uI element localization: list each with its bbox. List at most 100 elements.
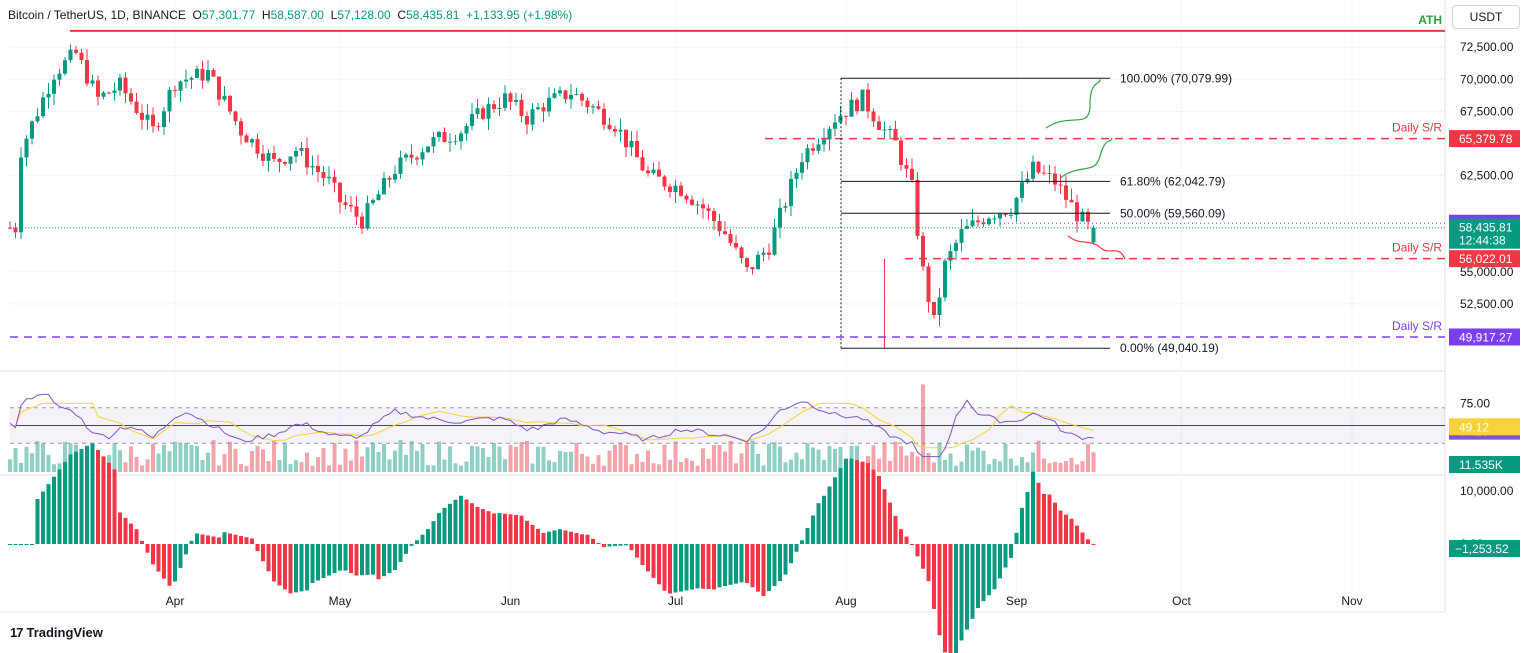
ao-bar: [585, 534, 590, 544]
volume-bar: [162, 444, 166, 472]
candle: [453, 141, 458, 143]
volume-bar: [596, 455, 601, 472]
ao-bar: [629, 544, 634, 551]
ao-bar: [910, 544, 914, 545]
y-tick-label: 55,000.00: [1460, 265, 1514, 279]
candle: [360, 216, 364, 229]
candle: [206, 70, 210, 81]
candle: [558, 90, 562, 94]
candle: [118, 77, 122, 91]
price-tag-label: 58,435.81: [1459, 221, 1513, 235]
candle: [167, 89, 172, 112]
volume-bar: [871, 445, 876, 472]
ao-bar: [85, 446, 89, 544]
candle: [860, 89, 865, 112]
volume-bar: [635, 453, 639, 472]
volume-bar: [563, 452, 568, 472]
ao-bar: [442, 507, 447, 544]
ao-bar: [178, 544, 183, 568]
volume-bar: [959, 461, 964, 472]
volume-bar: [822, 459, 826, 472]
ao-bar: [646, 544, 650, 572]
ao-bar: [1014, 532, 1019, 544]
ao-bar: [222, 532, 227, 544]
ao-bar: [19, 544, 23, 545]
volume-bar: [233, 448, 238, 472]
volume-bar: [932, 462, 936, 472]
ao-bar: [112, 469, 117, 544]
candle: [563, 90, 568, 100]
candle: [349, 205, 353, 207]
volume-bar: [827, 445, 832, 472]
currency-button[interactable]: USDT: [1452, 5, 1520, 29]
candle: [888, 128, 892, 130]
volume-bar: [189, 445, 194, 472]
volume-bar: [332, 442, 337, 472]
volume-tag: [1449, 456, 1520, 473]
volume-bar: [750, 440, 755, 472]
candle: [701, 204, 705, 209]
candle: [85, 59, 89, 84]
volume-bar: [255, 445, 260, 472]
volume-bar: [393, 450, 397, 472]
volume-bar: [624, 445, 628, 472]
candle: [855, 99, 859, 112]
fib-level-label: 0.00% (49,040.19): [1120, 341, 1219, 355]
volume-bar: [811, 447, 815, 472]
volume-bar: [24, 446, 29, 472]
candle: [481, 108, 485, 119]
ao-bar: [827, 486, 832, 544]
price-tags: 65,379.7858,783.4758,435.8112:44:3856,02…: [1449, 130, 1520, 557]
ao-bar: [860, 461, 865, 544]
ao-bar: [57, 469, 62, 544]
volume-bar: [52, 464, 56, 472]
fibonacci-retracement[interactable]: 100.00% (70,079.99) 61.80% (62,042.79) 50.…: [840, 71, 1232, 355]
volume-bar: [629, 464, 634, 472]
ao-bar: [1042, 493, 1046, 544]
ao-bar: [690, 544, 694, 590]
candle: [1025, 178, 1030, 183]
volume-bar: [1031, 452, 1035, 472]
volume-bar: [167, 451, 172, 472]
candle: [492, 104, 496, 110]
candle: [1058, 184, 1063, 186]
volume-bar: [151, 443, 155, 472]
ao-bar: [899, 529, 903, 544]
volume-bar: [662, 444, 667, 472]
ao-bar: [431, 521, 436, 544]
volume-bar: [701, 448, 705, 472]
candle: [266, 153, 271, 161]
volume-bar: [833, 448, 837, 472]
level-label: Daily S/R: [1392, 121, 1442, 135]
candle: [393, 173, 397, 180]
volume-bar: [668, 459, 672, 472]
candle: [525, 115, 529, 125]
volume-bar: [266, 461, 271, 472]
volume-bar: [503, 459, 507, 472]
ao-bar: [288, 544, 293, 594]
ao-bar: [244, 537, 249, 544]
candle: [1003, 213, 1008, 216]
candle: [882, 129, 887, 131]
candle: [470, 114, 474, 126]
candle: [536, 107, 540, 110]
ao-bar: [387, 544, 392, 574]
volume-bar: [398, 440, 403, 472]
candle: [459, 133, 463, 142]
ao-bar: [948, 544, 953, 653]
ao-bar: [882, 489, 887, 544]
candle: [156, 126, 161, 128]
volume-bar: [1091, 452, 1096, 472]
ao-bar: [156, 544, 161, 572]
candle: [283, 162, 287, 164]
volume-bar: [481, 447, 485, 472]
ao-bar: [1036, 482, 1041, 544]
volume-bar: [250, 450, 254, 472]
ao-bar: [871, 469, 876, 544]
ao-bar: [52, 476, 56, 544]
x-tick-label: Jul: [668, 594, 683, 608]
volume-bar: [13, 448, 18, 472]
volume-bar: [585, 456, 590, 472]
rsi-value-tag: [1449, 418, 1520, 436]
